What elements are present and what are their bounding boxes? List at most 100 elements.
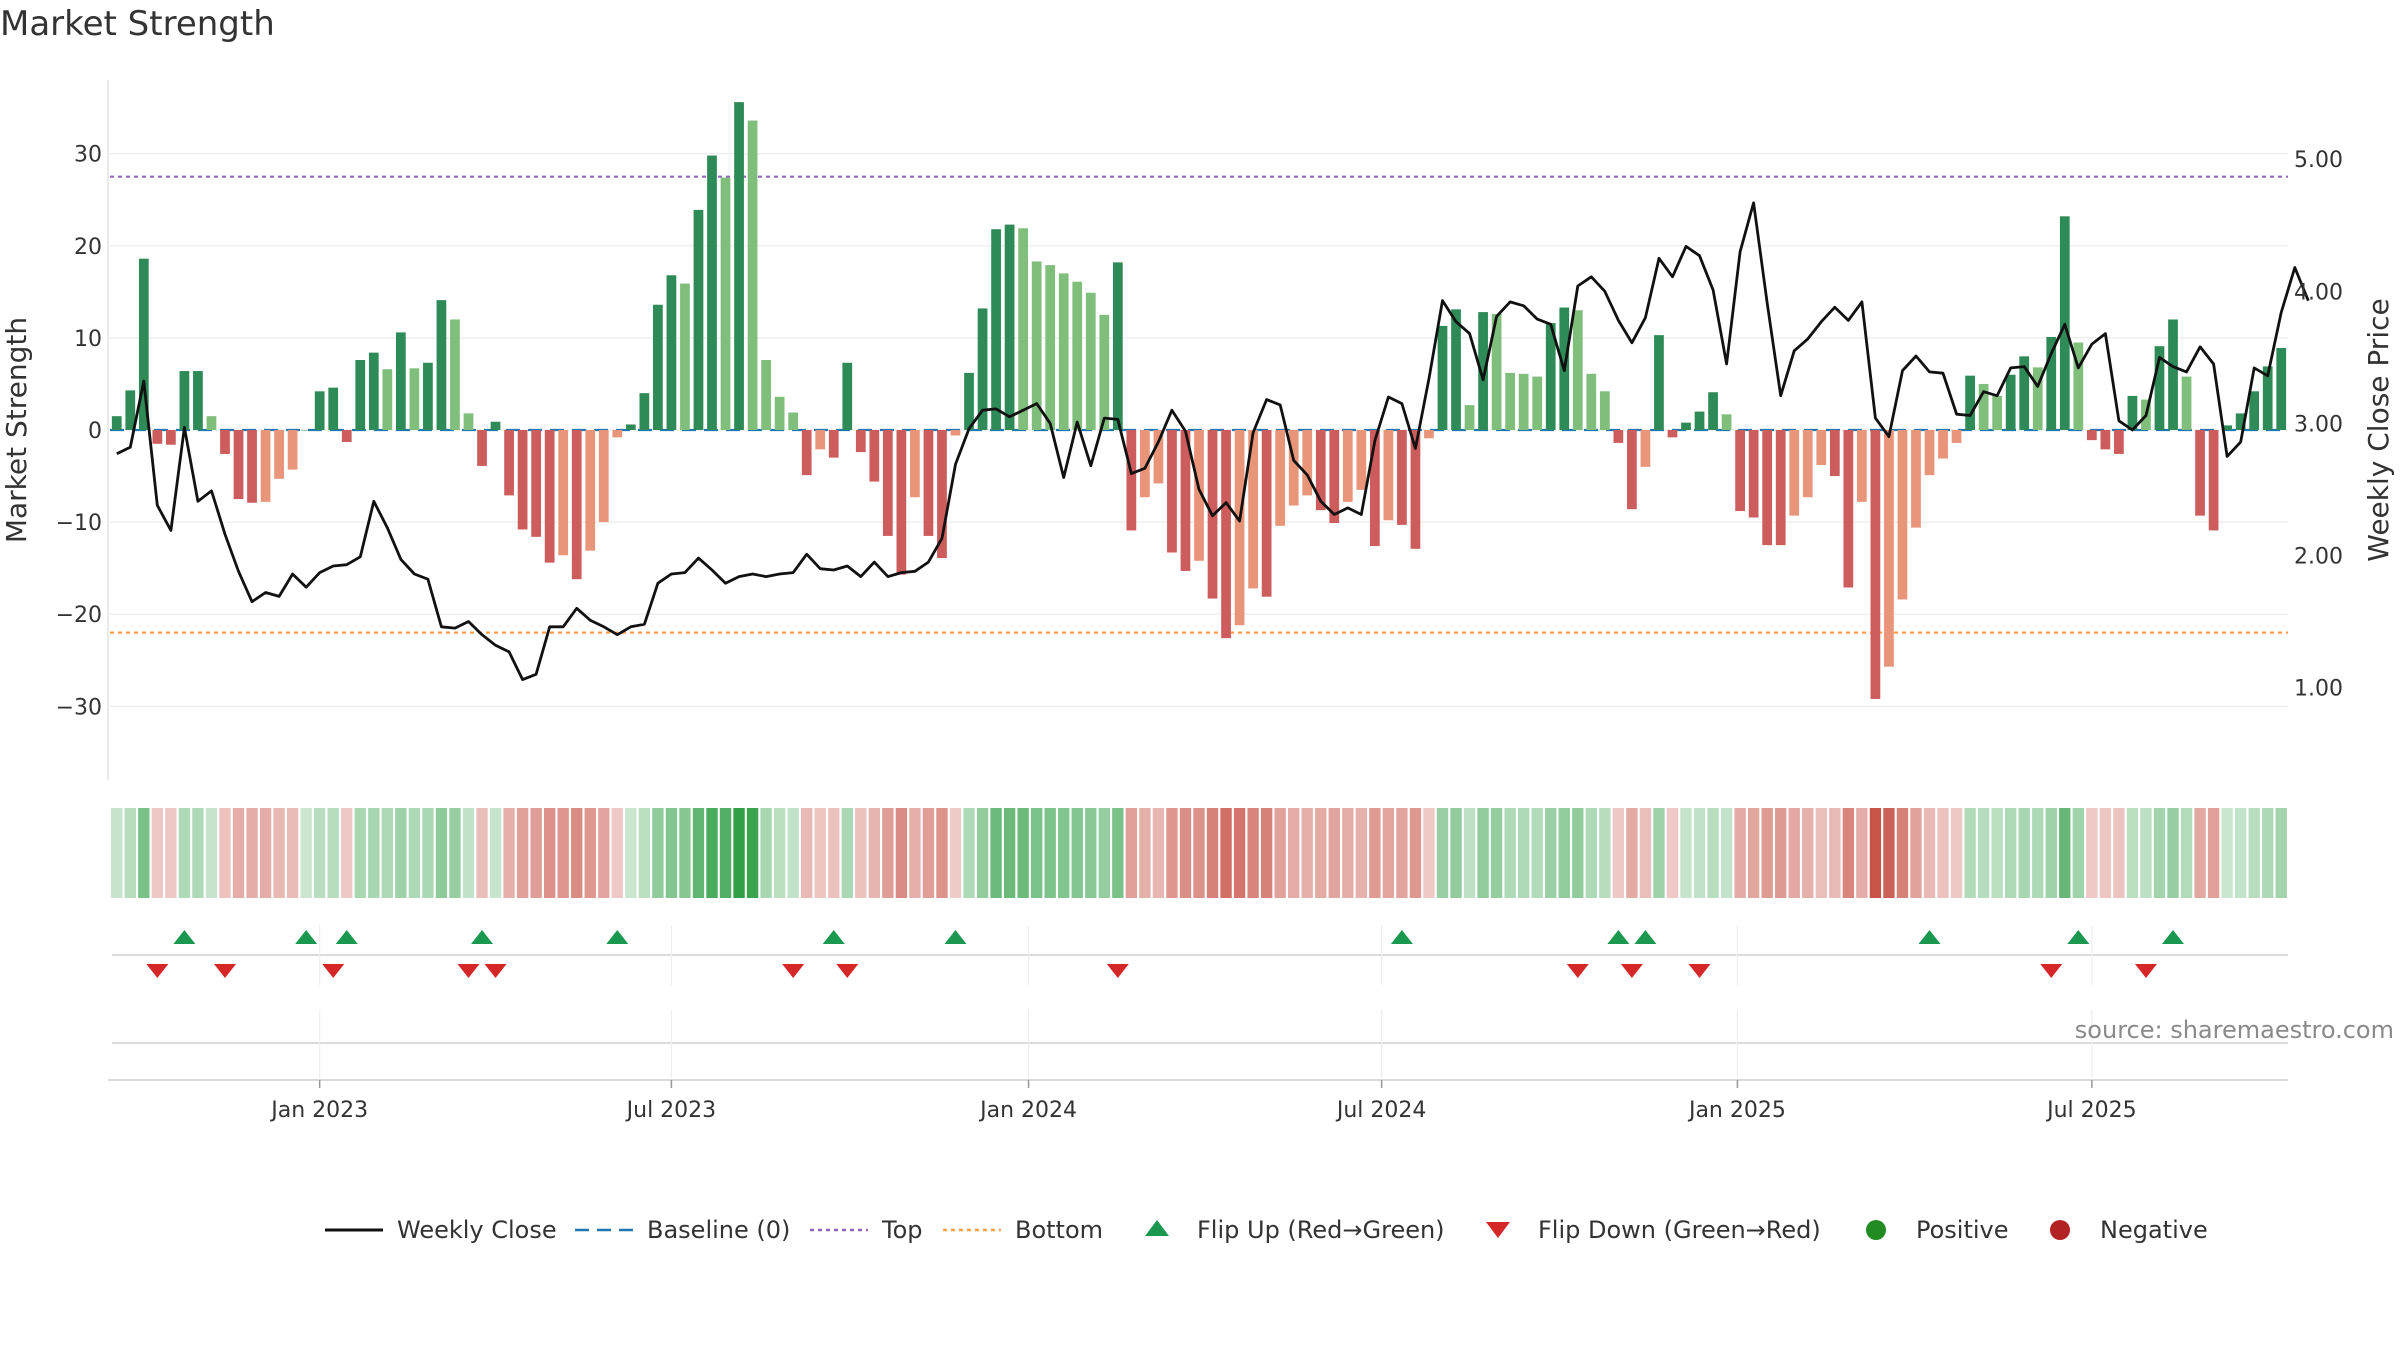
heat-cell [1247, 808, 1259, 898]
strength-bar [1099, 314, 1110, 430]
heat-cell [1977, 808, 1990, 898]
strength-bar [1275, 430, 1286, 526]
heat-cell [1720, 808, 1733, 898]
heat-cell [2262, 808, 2274, 898]
heat-cell [1517, 808, 1530, 898]
strength-bar [2019, 356, 2030, 430]
heat-cell [706, 808, 718, 898]
heat-cell [543, 808, 556, 898]
heat-cell [489, 808, 502, 898]
heat-cell [2180, 808, 2193, 898]
heat-cell [1802, 808, 1814, 898]
strength-bar [2276, 348, 2287, 430]
heat-cell [178, 808, 191, 898]
heat-cell [1409, 808, 1422, 898]
x-tick-label: Jan 2025 [1687, 1098, 1786, 1123]
y-left-axis-label: Market Strength [0, 317, 33, 543]
heat-cell [1030, 808, 1043, 898]
y-left-tick-label: 20 [74, 235, 102, 260]
strength-bar [666, 275, 677, 430]
strength-bar [152, 430, 163, 444]
heat-cell [1085, 808, 1097, 898]
heat-cell [327, 808, 339, 898]
strength-bar [1072, 281, 1083, 430]
strength-bar [1978, 383, 1989, 430]
strength-bar [1342, 430, 1353, 502]
legend: Weekly Close Baseline (0) Top Bottom Flip Up… [325, 1216, 2208, 1244]
heat-cell [422, 808, 434, 898]
heat-cell [1450, 808, 1462, 898]
heat-cell [205, 808, 218, 898]
heat-cell [665, 808, 678, 898]
strength-bar [1410, 430, 1421, 549]
strength-bar [639, 393, 650, 430]
heat-cell [1788, 808, 1800, 898]
heat-cell [286, 808, 299, 898]
heat-cell [814, 808, 826, 898]
y-right-tick-label: 2.00 [2294, 544, 2343, 569]
legend-label: Bottom [1015, 1216, 1103, 1244]
strength-bar [855, 430, 866, 453]
heat-cell [1775, 808, 1787, 898]
strength-bar [1545, 323, 1556, 430]
strength-bar [1694, 411, 1705, 430]
heat-cell [2045, 808, 2057, 898]
strength-bar [747, 120, 758, 431]
strength-bar [2154, 346, 2165, 430]
heat-cell [1666, 808, 1679, 898]
strength-bar [1654, 335, 1664, 430]
heat-cell [1382, 808, 1395, 898]
heat-cell [449, 808, 461, 898]
flip-down-marker [484, 964, 507, 978]
strength-bar [1721, 414, 1732, 430]
flip-up-marker [822, 930, 845, 944]
heat-cell [1626, 808, 1638, 898]
strength-bar [2086, 430, 2097, 441]
heat-cell [922, 808, 935, 898]
strength-bar [423, 362, 433, 430]
heat-cell [1910, 808, 1922, 898]
strength-bar [1640, 430, 1651, 467]
strength-bar [1965, 375, 1975, 430]
heat-cell [1558, 808, 1570, 898]
heat-cell [395, 808, 407, 898]
legend-label: Negative [2100, 1216, 2208, 1244]
strength-bar [1938, 430, 1948, 459]
strength-bar [707, 155, 717, 431]
heat-cell [733, 808, 745, 898]
flip-markers [112, 925, 2288, 1078]
heat-cell [300, 808, 312, 898]
axes: 30 20 10 0 −10 −20 −30 5.00 4.00 3.00 2.00 1.00 Mark… [0, 80, 2395, 780]
strength-bar [409, 368, 420, 430]
strength-bar [1478, 312, 1488, 430]
strength-bar [1775, 430, 1786, 546]
strength-bar [1315, 430, 1326, 511]
heat-cell [476, 808, 488, 898]
strength-bar [166, 430, 176, 445]
heat-cell [2059, 808, 2071, 898]
heat-cell [760, 808, 772, 898]
flip-up-marker [173, 930, 196, 944]
heat-cell [1585, 808, 1597, 898]
heat-cell [638, 808, 651, 898]
strength-bar [1816, 430, 1827, 465]
flip-down-marker [1688, 964, 1711, 978]
heat-cell [165, 808, 177, 898]
strength-bar [1586, 373, 1597, 430]
heat-cell [1098, 808, 1110, 898]
strength-bar [1140, 430, 1150, 498]
heat-cell [1112, 808, 1124, 898]
strength-bar [950, 430, 961, 436]
heat-cell [2275, 808, 2287, 898]
strength-bar [2222, 425, 2232, 430]
strength-bar [1856, 430, 1867, 502]
strength-bar [1234, 430, 1245, 626]
heat-cell [1599, 808, 1611, 898]
strength-bar [801, 430, 812, 476]
strength-bar [477, 430, 487, 466]
flip-up-marker [335, 930, 358, 944]
strength-bar [571, 430, 582, 580]
heat-cell [259, 808, 272, 898]
y-left-tick-label: −20 [56, 603, 102, 628]
